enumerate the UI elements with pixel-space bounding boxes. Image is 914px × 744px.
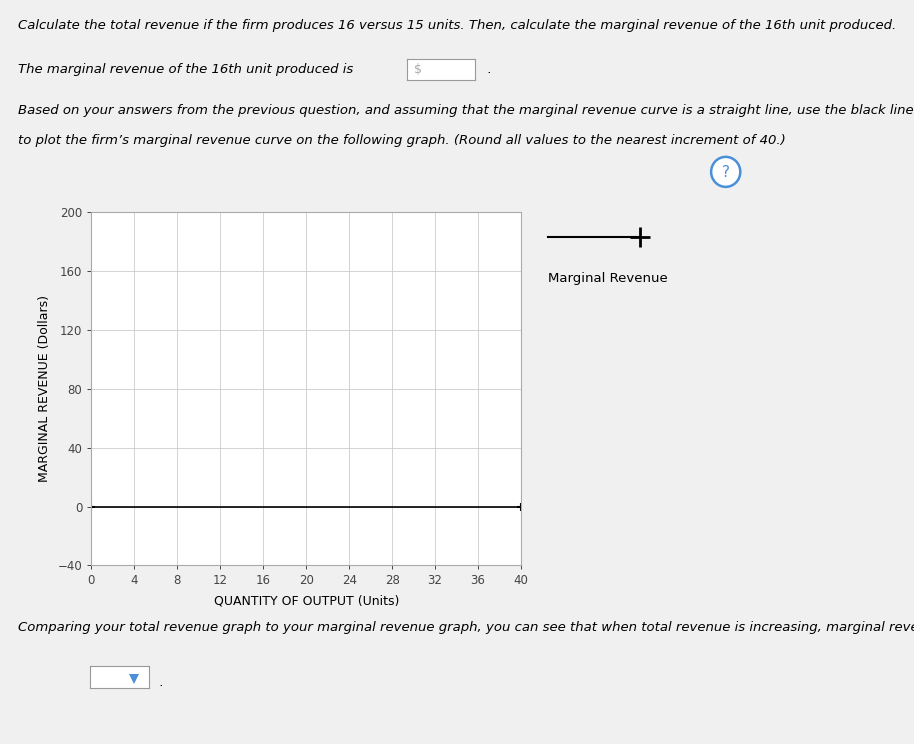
Text: $: $ bbox=[413, 62, 421, 76]
Text: The marginal revenue of the 16th unit produced is: The marginal revenue of the 16th unit pr… bbox=[18, 63, 354, 76]
Text: to plot the firm’s marginal revenue curve on the following graph. (Round all val: to plot the firm’s marginal revenue curv… bbox=[18, 134, 786, 147]
Text: .: . bbox=[155, 676, 164, 688]
Text: ?: ? bbox=[722, 165, 729, 180]
Text: Marginal Revenue: Marginal Revenue bbox=[548, 272, 668, 284]
Text: .: . bbox=[483, 63, 491, 76]
X-axis label: QUANTITY OF OUTPUT (Units): QUANTITY OF OUTPUT (Units) bbox=[214, 594, 399, 607]
Text: Calculate the total revenue if the firm produces 16 versus 15 units. Then, calcu: Calculate the total revenue if the firm … bbox=[18, 19, 897, 31]
Circle shape bbox=[711, 157, 740, 187]
Text: Based on your answers from the previous question, and assuming that the marginal: Based on your answers from the previous … bbox=[18, 104, 914, 117]
Y-axis label: MARGINAL REVENUE (Dollars): MARGINAL REVENUE (Dollars) bbox=[37, 295, 50, 482]
Text: Comparing your total revenue graph to your marginal revenue graph, you can see t: Comparing your total revenue graph to yo… bbox=[18, 621, 914, 634]
